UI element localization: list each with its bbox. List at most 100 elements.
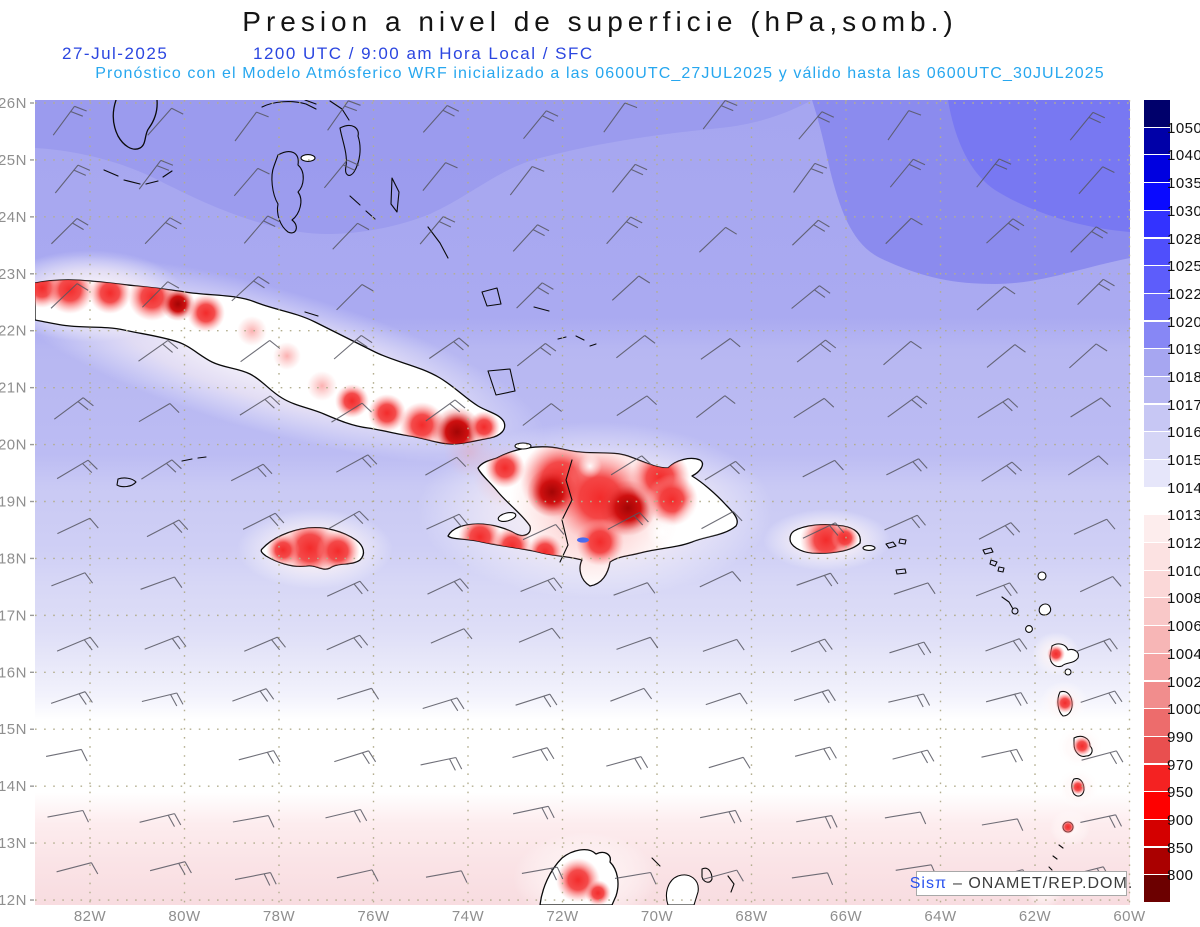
colorbar-label-1035: 1035 [1167,175,1200,193]
wind-barb [509,165,545,196]
northeast-1025hpa-core [948,100,1130,232]
wind-barb [606,216,643,245]
marie-galante [1064,668,1072,676]
pressure-shading-field [35,100,1130,905]
colorbar-cell-13 [1144,460,1170,487]
wind-barb [331,402,372,423]
colorbar-cell-27 [1144,847,1170,875]
colorbar-label-900: 900 [1167,811,1194,829]
wind-barb [981,818,1024,831]
wind-barb [244,636,286,652]
great-inagua [487,368,516,396]
colorbar-cell-3 [1144,183,1170,210]
anguilla-stmartin [982,547,1005,573]
wind-barb [144,635,187,650]
colorbar-cell-1 [1144,127,1170,155]
wind-barb [796,815,838,829]
wind-barb [428,337,470,359]
wind-barb [51,572,94,587]
wind-barb [976,286,1016,311]
wind-barb [427,578,469,595]
florida-keys [103,169,173,185]
wind-barb [802,522,845,539]
grenadines [1048,844,1064,871]
wind-barb [793,397,835,419]
cat-island [390,177,400,213]
colorbar-label-1002: 1002 [1167,673,1200,691]
wind-barb [146,519,189,538]
colorbar-cell-17 [1144,570,1170,598]
gonave-island [497,511,517,523]
hispaniola [447,442,738,587]
dominica [1055,690,1075,717]
lat-label-15N: 15N [0,721,27,738]
wind-barb [977,398,1019,419]
colorbar-label-1025: 1025 [1167,258,1200,276]
colorbar-cell-25 [1144,792,1170,819]
wind-barb [985,638,1028,652]
wind-barb [512,805,555,820]
colorbar-label-1004: 1004 [1167,645,1200,663]
wind-barb [56,636,99,652]
lon-label-68W: 68W [735,908,768,925]
wind-barb [325,808,368,823]
wind-barb [986,344,1026,368]
wind-barb [337,687,380,700]
wind-barb [1078,166,1115,195]
wind-barb [56,459,98,480]
wind-barb [425,456,467,476]
wind-barb [232,815,275,828]
wind-barb [518,627,561,643]
colorbar-label-1016: 1016 [1167,424,1200,442]
wind-barb [1079,576,1122,593]
wind-barb [696,395,736,419]
lon-label-72W: 72W [546,908,579,925]
wind-barb [232,688,275,702]
forecast-date: 27-Jul-2025 [62,44,169,63]
colorbar-label-1014: 1014 [1167,479,1200,497]
wind-barb [333,334,373,360]
lat-label-19N: 19N [0,494,27,511]
wind-barb [419,216,456,245]
wind-barb [699,809,742,824]
colorbar-cell-12 [1144,432,1170,459]
wind-barb [138,339,179,362]
lesser-antilles [982,547,1093,894]
attribution-brand: Sisπ [909,874,947,892]
wind-barb [1080,814,1122,829]
lat-label-21N: 21N [0,380,27,397]
wind-barb [607,512,649,530]
exuma-cays [304,195,376,317]
wind-barb [144,217,182,245]
wind-barb [884,514,926,531]
wind-barb [1076,638,1118,653]
colorbar-label-1019: 1019 [1167,341,1200,359]
wind-barb [798,111,835,140]
wind-barb [47,809,89,823]
colorbar-label-1022: 1022 [1167,285,1200,303]
st-vincent [1061,820,1075,834]
wind-barb [893,582,936,595]
wind-barb [976,158,1012,188]
wind-barb [886,458,928,476]
wind-barb [230,463,273,482]
montserrat [1025,625,1033,633]
colorbar-cell-8 [1144,321,1170,348]
colorbar-cell-20 [1144,653,1170,681]
wind-barb [1069,343,1108,369]
lat-label-17N: 17N [0,607,27,624]
south-america-tips [539,848,735,905]
colorbar-cell-23 [1144,736,1170,764]
colorbar-cell-15 [1144,515,1170,542]
wind-barb [701,511,743,530]
lat-label-20N: 20N [0,437,27,454]
colorbar-cell-11 [1144,404,1170,432]
wind-barb [522,524,565,541]
crooked-acklins [481,287,550,312]
wind-barb [516,282,554,309]
antigua [1038,603,1052,616]
wind-barb [1069,111,1106,141]
colorbar-label-1050: 1050 [1167,119,1200,137]
axis-labels: 26N 25N 24N 23N 22N 21N 20N 19N 18N 17N 16N 15N 14N 1… [0,95,1146,925]
wind-barb [790,638,833,653]
